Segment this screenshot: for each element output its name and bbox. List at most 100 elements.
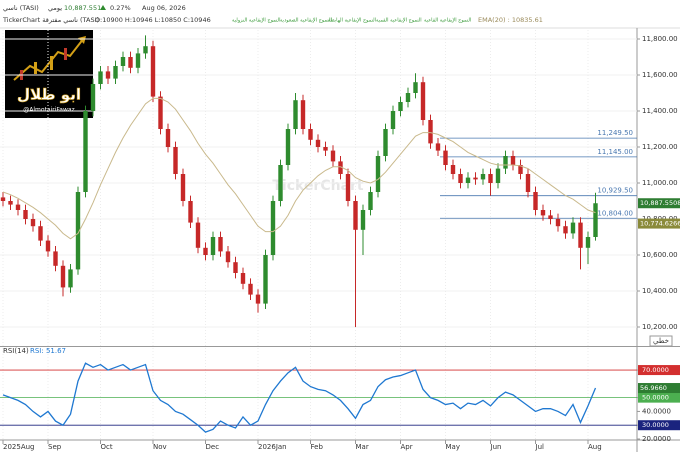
logo-handle: @AlmotairiFawaz [23, 107, 74, 114]
last-price: 10,887.551 [64, 4, 101, 12]
change: 0.27% [110, 4, 131, 12]
y-tick-box [638, 392, 680, 403]
y-tick-box [638, 365, 680, 376]
candle-body [345, 174, 351, 201]
indicator-label: التموج الإيقاعية القمية [376, 18, 422, 24]
y-tick-label: 50.0000 [642, 394, 669, 402]
candle-body [8, 201, 13, 205]
candle-body [150, 46, 156, 97]
candle-body [278, 165, 283, 201]
candle-body [338, 161, 343, 174]
candle-body [315, 139, 321, 147]
last-price-box [638, 198, 680, 209]
y-tick-label: 10,400.00 [642, 287, 678, 295]
y-tick-label: 30.0000 [642, 421, 669, 429]
ema-line [2, 97, 596, 240]
x-tick-label: 2025Aug [3, 443, 34, 451]
date: Aug 06, 2026 [142, 4, 186, 12]
candle-body [368, 192, 373, 210]
candle-body [518, 165, 523, 174]
candle-body [248, 283, 253, 295]
candle-body [180, 174, 186, 201]
x-tick-label: 2026Jan [258, 443, 287, 451]
rsi-last-text: 56.9660 [640, 384, 667, 392]
candle-body [398, 102, 403, 111]
candle-body [285, 129, 291, 165]
candle-body [495, 168, 501, 183]
candle-body [428, 120, 433, 144]
candle-body [53, 251, 58, 266]
x-tick-label: Jul [535, 443, 545, 451]
y-tick-label: 70.0000 [642, 366, 669, 374]
ema-header: EMA(20) : 10835.61 [478, 16, 543, 24]
candle-body [473, 177, 478, 180]
candle-body [525, 174, 531, 192]
last-price-text: 10,887.5508 [640, 199, 680, 207]
y-tick-box [638, 420, 680, 431]
logo-candle [50, 56, 53, 70]
candle-body [143, 46, 148, 54]
candle-body [443, 150, 448, 165]
logo-candle [64, 48, 67, 60]
candle-body [195, 222, 201, 248]
candle-body [15, 204, 21, 210]
indicator-label: التموج الإيقاعية القاعية [424, 18, 471, 24]
candle-body [413, 82, 418, 93]
candle-body [270, 201, 276, 255]
panel-title: RSI(14) [3, 347, 29, 355]
y-tick-label: 20.0000 [642, 435, 671, 443]
candle-body [210, 237, 216, 255]
candle-body [563, 226, 568, 234]
candle-body [68, 269, 73, 288]
candle-body [480, 174, 486, 180]
candle-body [218, 237, 223, 252]
x-tick-label: Dec [206, 443, 220, 451]
candle-body [578, 222, 583, 248]
candle-body [488, 174, 493, 183]
candle-body [323, 147, 328, 151]
y-tick-label: 40.0000 [642, 407, 671, 415]
y-tick-label: 11,800.00 [642, 35, 678, 43]
y-tick-label: 10,200.00 [642, 323, 678, 331]
candle-body [465, 177, 471, 183]
symbol: ناسي (TASI) [3, 4, 39, 12]
scale-box [649, 335, 673, 347]
y-tick-label: 10,600.00 [642, 251, 678, 259]
candle-body [225, 251, 231, 263]
candle-body [173, 147, 178, 174]
ohlc: O:10900 H:10946 L:10850 C:10946 [95, 16, 211, 24]
up-arrow [100, 5, 106, 10]
candle-body [510, 156, 516, 165]
candle-body [450, 165, 456, 174]
candle-body [90, 84, 96, 111]
candle-body [165, 129, 171, 147]
y-tick-label: 11,400.00 [642, 107, 678, 115]
candle-body [105, 71, 111, 79]
candle-body [240, 273, 246, 284]
period: يومي [48, 4, 62, 12]
panel-subtitle: RSI: 51.67 [30, 347, 66, 355]
candle-body [23, 210, 28, 219]
rsi-last-box [638, 383, 680, 394]
x-tick-label: Jun [490, 443, 502, 451]
watermark: TickerChart [272, 178, 364, 194]
candle-body [353, 201, 358, 230]
logo-title: ابو طلال [17, 86, 81, 104]
candle-body [375, 156, 381, 192]
candle-body [233, 262, 238, 273]
rsi-line [2, 362, 597, 433]
candle-body [83, 111, 88, 192]
candle-body [293, 100, 298, 129]
candle-body [300, 100, 306, 129]
candle-body [458, 174, 463, 183]
candle-body [405, 93, 411, 102]
source: TickerChart ناسي مفترقة (TASI) [2, 16, 99, 24]
x-tick-label: Mar [356, 443, 369, 451]
candle-body [203, 247, 208, 255]
x-tick-label: Oct [101, 443, 113, 451]
ema-value-text: 10,774.6266 [640, 220, 680, 228]
candle-body [255, 294, 261, 304]
candle-body [308, 129, 313, 140]
